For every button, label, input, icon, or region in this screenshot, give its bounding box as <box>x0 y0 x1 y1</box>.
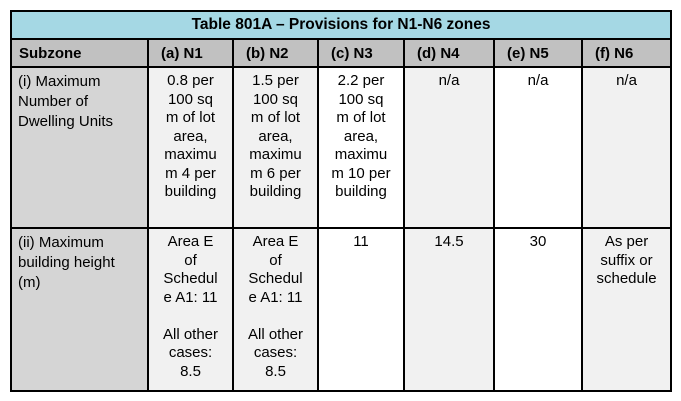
column-header-n3: (c) N3 <box>317 38 405 68</box>
cell-height-n4: 14.5 <box>403 227 495 392</box>
cell-height-n6: As per suffix or schedule <box>580 227 673 392</box>
provisions-table: Table 801A – Provisions for N1-N6 zones … <box>9 10 673 392</box>
cell-dwelling-n2: 1.5 per 100 sq m of lot area, maximu m 6… <box>232 66 319 229</box>
cell-height-n5: 30 <box>493 227 583 392</box>
column-header-n1: (a) N1 <box>147 38 234 68</box>
table-title-row: Table 801A – Provisions for N1-N6 zones <box>9 10 673 40</box>
cell-dwelling-n4: n/a <box>403 66 495 229</box>
column-header-n4: (d) N4 <box>403 38 495 68</box>
cell-height-n1: Area E of Schedul e A1: 11 All other cas… <box>147 227 234 392</box>
row-label-max-building-height: (ii) Maximum building height (m) <box>10 227 149 392</box>
column-header-subzone: Subzone <box>10 38 149 68</box>
cell-dwelling-n6: n/a <box>580 66 673 229</box>
table-row-max-building-height: (ii) Maximum building height (m) Area E … <box>10 227 673 392</box>
table-row-max-dwelling-units: (i) Maximum Number of Dwelling Units 0.8… <box>10 66 673 229</box>
table-header-row: Subzone (a) N1 (b) N2 (c) N3 (d) N4 (e) … <box>10 38 673 68</box>
cell-dwelling-n3: 2.2 per 100 sq m of lot area, maximu m 1… <box>317 66 405 229</box>
row-label-max-dwelling-units: (i) Maximum Number of Dwelling Units <box>10 66 149 229</box>
column-header-n2: (b) N2 <box>232 38 319 68</box>
cell-dwelling-n1: 0.8 per 100 sq m of lot area, maximu m 4… <box>147 66 234 229</box>
cell-height-n2: Area E of Schedul e A1: 11 All other cas… <box>232 227 319 392</box>
table-title: Table 801A – Provisions for N1-N6 zones <box>9 10 673 40</box>
column-header-n5: (e) N5 <box>493 38 583 68</box>
column-header-n6: (f) N6 <box>580 38 673 68</box>
cell-height-n3: 11 <box>317 227 405 392</box>
cell-dwelling-n5: n/a <box>493 66 583 229</box>
